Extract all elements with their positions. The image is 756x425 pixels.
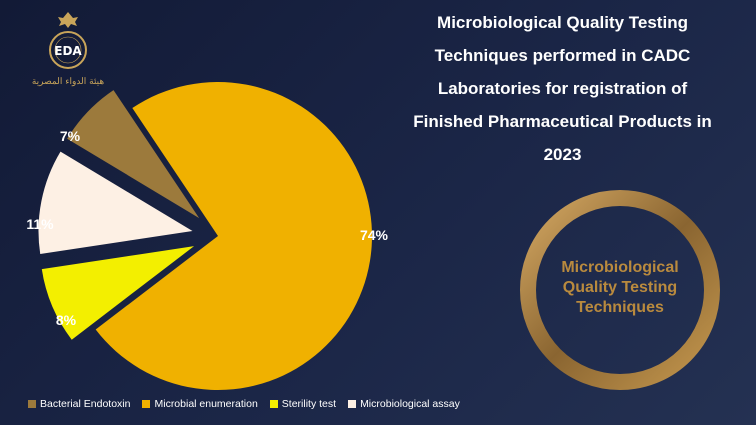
title-line-4: Finished Pharmaceutical Products in: [413, 112, 712, 131]
chart-title: Microbiological Quality Testing Techniqu…: [390, 6, 735, 171]
legend-label: Microbiological assay: [360, 398, 460, 410]
title-line-1: Microbiological Quality Testing: [437, 13, 688, 32]
logo-text: EDA: [54, 44, 82, 58]
legend-swatch: [269, 400, 278, 408]
ring-label-line-3: Techniques: [576, 299, 664, 316]
data-label: 8%: [56, 312, 77, 328]
decorative-ring: [520, 190, 720, 390]
title-line-2: Techniques performed in CADC: [434, 46, 691, 65]
legend-label: Sterility test: [281, 398, 337, 410]
eda-logo: EDA هيئة الدواء المصرية: [30, 8, 106, 94]
slice-microbiological-assay: [38, 151, 193, 254]
legend: Bacterial Endotoxin Microbial enumeratio…: [28, 398, 460, 410]
data-label: 7%: [60, 128, 81, 144]
legend-swatch: [28, 400, 36, 408]
ring-label-line-2: Quality Testing: [562, 279, 678, 296]
slice-sterility-test: [41, 246, 195, 340]
legend-item-microbial-enumeration: Microbial enumeration: [142, 398, 258, 410]
legend-item-sterility-test: Sterility test: [269, 398, 337, 410]
legend-label: Microbial enumeration: [154, 398, 258, 410]
title-line-3: Laboratories for registration of: [437, 79, 688, 98]
eagle-icon: [58, 12, 78, 28]
legend-swatch: [348, 400, 357, 408]
ring-label: Microbiological Quality Testing Techniqu…: [520, 258, 720, 318]
title-line-5: 2023: [543, 145, 582, 164]
legend-label: Bacterial Endotoxin: [40, 398, 131, 410]
logo-arabic-text: هيئة الدواء المصرية: [32, 77, 105, 87]
data-label: 74%: [360, 227, 389, 243]
data-label: 11%: [26, 216, 54, 232]
seal-ring-icon: [49, 31, 87, 69]
legend-swatch: [142, 400, 151, 408]
legend-item-microbiological-assay: Microbiological assay: [348, 398, 460, 410]
slice-microbial-enumeration: [95, 81, 372, 391]
ring-label-line-1: Microbiological: [561, 259, 679, 276]
legend-item-bacterial-endotoxin: Bacterial Endotoxin: [28, 398, 130, 410]
slice-bacterial-endotoxin: [67, 90, 200, 219]
